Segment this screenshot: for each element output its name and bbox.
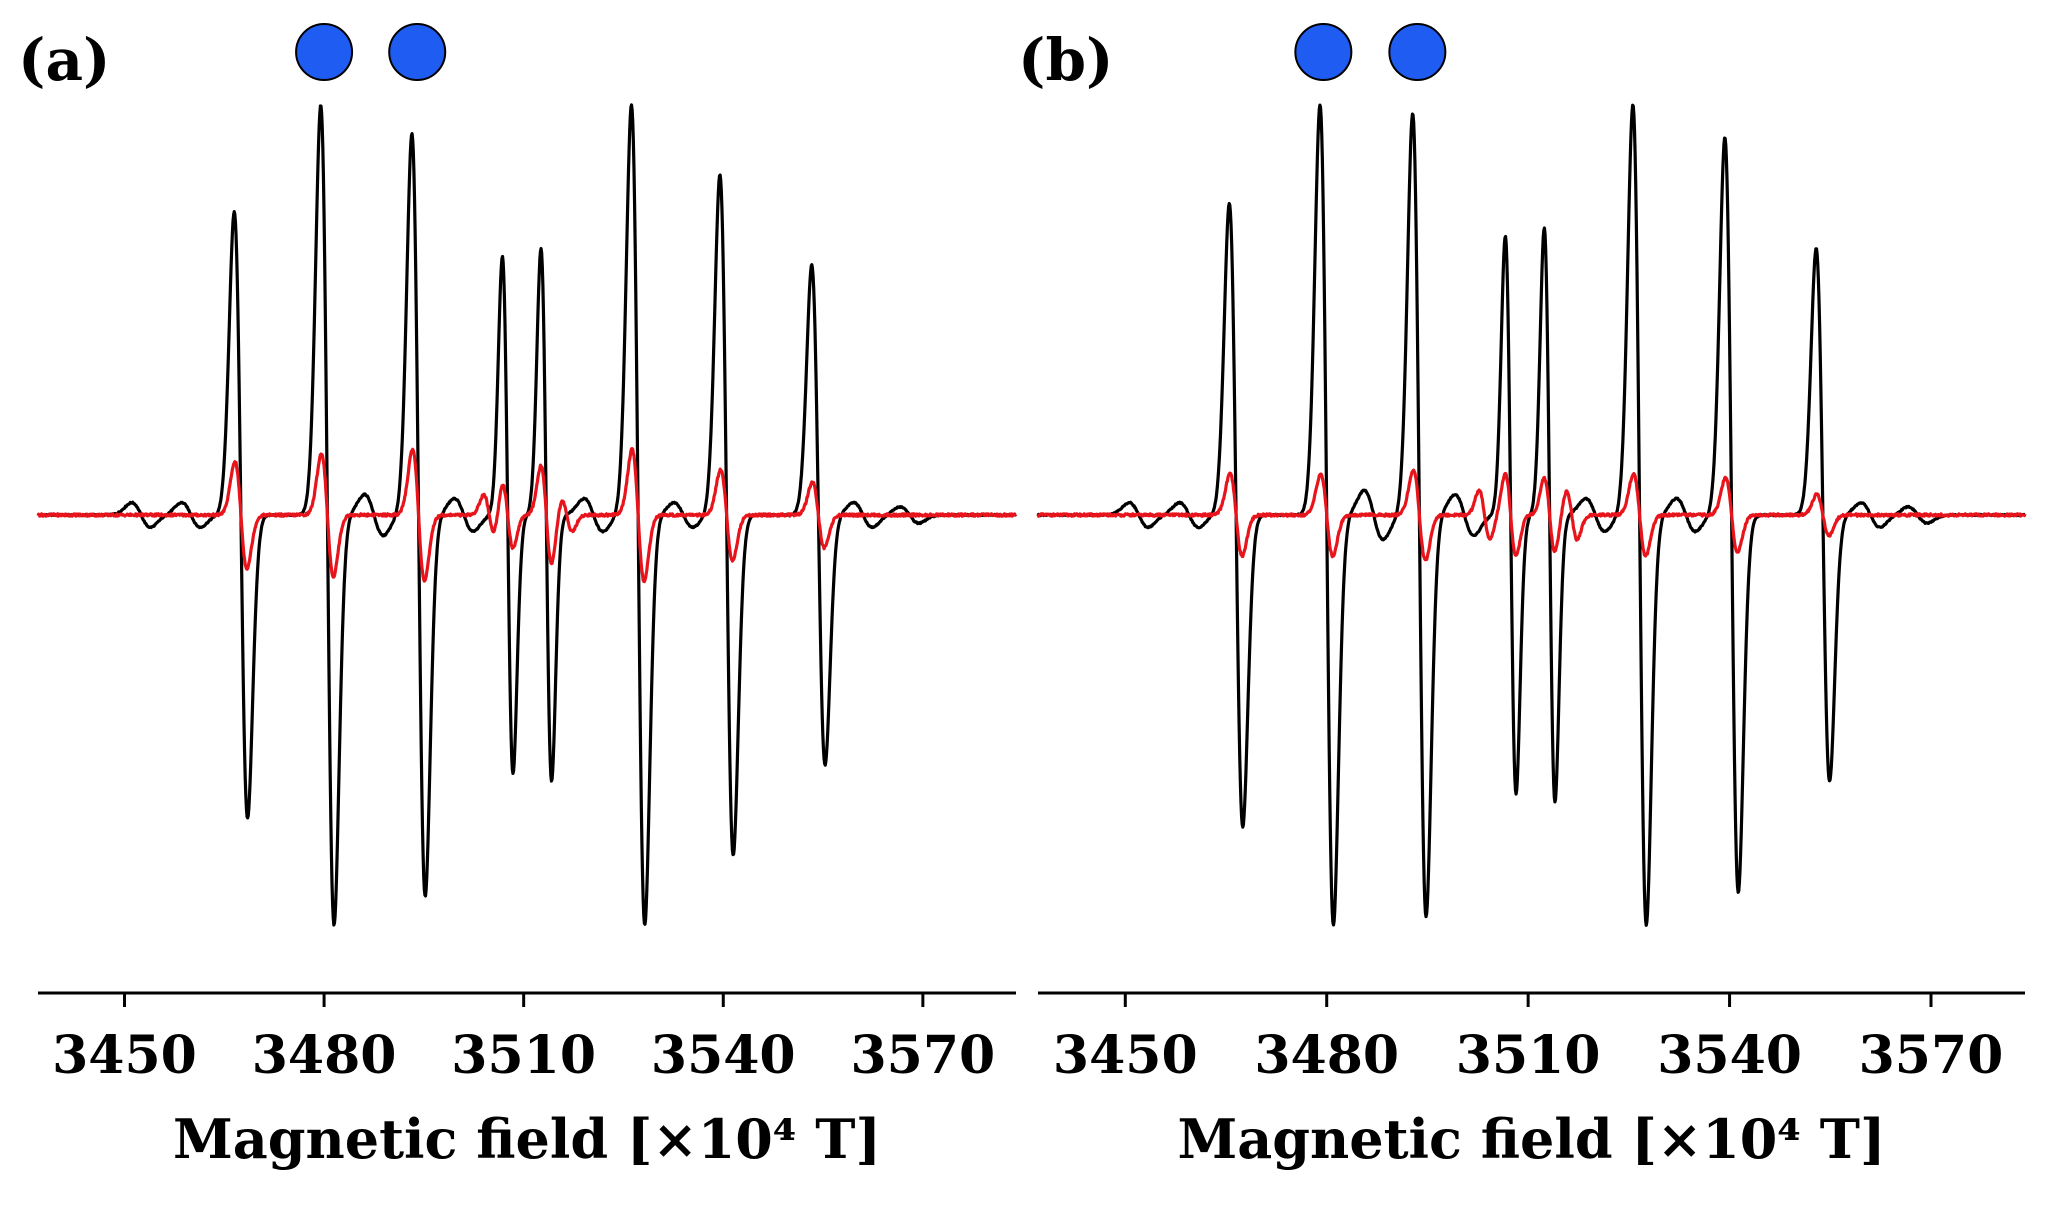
peak-marker [388, 23, 447, 81]
x-axis-title: Magnetic field [×10⁴ T] [1177, 1107, 1885, 1171]
panel-a: (a) 3450 3480 3510 3540 3570 Magnetic field [×… [18, 23, 1017, 1171]
peak-marker [295, 23, 354, 81]
x-tick-label: 3510 [1456, 1025, 1601, 1086]
peak-marker [1388, 23, 1447, 81]
x-tick-label: 3480 [252, 1025, 397, 1086]
x-tick-label: 3570 [1859, 1025, 2004, 1086]
panel-b: (b) 3450 3480 3510 3540 3570 Magnetic field [×… [1018, 23, 2027, 1171]
x-tick-label: 3540 [651, 1025, 796, 1086]
x-tick-label: 3540 [1657, 1025, 1802, 1086]
x-tick-label: 3570 [850, 1025, 995, 1086]
panel-label: (b) [1018, 26, 1113, 94]
series-line-black [1036, 103, 2026, 927]
panel-label: (a) [18, 26, 110, 94]
x-tick-label: 3450 [1053, 1025, 1198, 1086]
series-line-red [1036, 468, 2027, 562]
x-axis-title: Magnetic field [×10⁴ T] [173, 1107, 881, 1171]
peak-marker [1294, 23, 1353, 81]
series-line-red [36, 447, 1017, 584]
x-tick-label: 3450 [52, 1025, 197, 1086]
x-tick-label: 3510 [451, 1025, 596, 1086]
x-tick-label: 3480 [1254, 1025, 1399, 1086]
